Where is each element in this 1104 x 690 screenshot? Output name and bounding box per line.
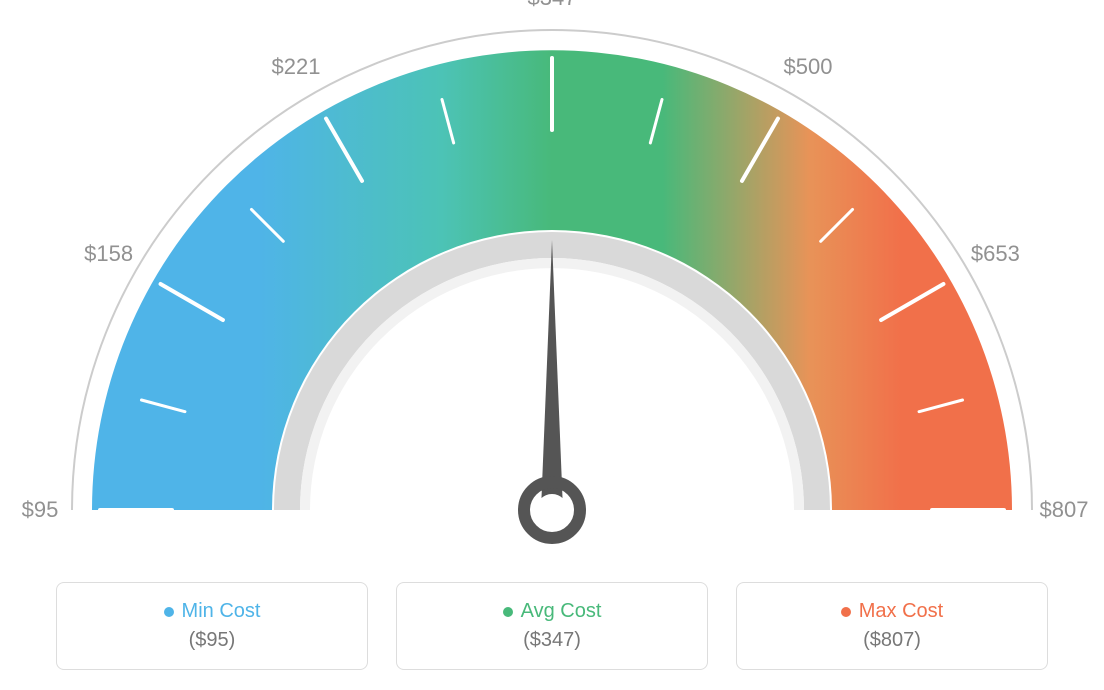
gauge-area: $95 $158 $221 $347 $500 $653 $807 (0, 0, 1104, 560)
legend-label: Max Cost (859, 600, 943, 623)
dot-icon (164, 607, 174, 617)
tick-label: $95 (22, 497, 59, 523)
gauge-svg (0, 0, 1104, 560)
legend-value-min: ($95) (189, 629, 236, 652)
tick-label: $221 (272, 54, 321, 80)
legend-card-max: Max Cost ($807) (736, 582, 1048, 670)
legend-row: Min Cost ($95) Avg Cost ($347) Max Cost … (0, 582, 1104, 670)
legend-title-avg: Avg Cost (503, 600, 602, 623)
tick-label: $347 (528, 0, 577, 11)
tick-label: $158 (84, 241, 133, 267)
dot-icon (503, 607, 513, 617)
tick-label: $807 (1040, 497, 1089, 523)
legend-title-max: Max Cost (841, 600, 943, 623)
legend-title-min: Min Cost (164, 600, 261, 623)
legend-value-max: ($807) (863, 629, 921, 652)
legend-label: Min Cost (182, 600, 261, 623)
legend-label: Avg Cost (521, 600, 602, 623)
tick-label: $653 (971, 241, 1020, 267)
cost-gauge-chart: $95 $158 $221 $347 $500 $653 $807 Min Cost ($9… (0, 0, 1104, 690)
dot-icon (841, 607, 851, 617)
legend-card-avg: Avg Cost ($347) (396, 582, 708, 670)
legend-card-min: Min Cost ($95) (56, 582, 368, 670)
legend-value-avg: ($347) (523, 629, 581, 652)
tick-label: $500 (784, 54, 833, 80)
